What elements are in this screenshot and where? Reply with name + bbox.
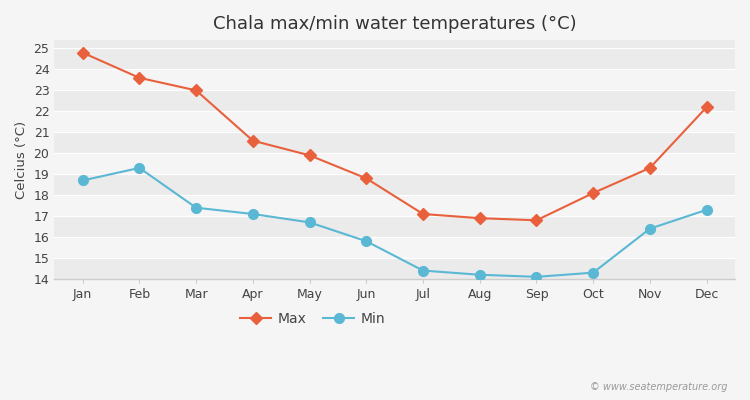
Min <box>248 212 257 216</box>
Min <box>135 166 144 170</box>
Bar <box>54 174 735 195</box>
Max <box>702 105 711 110</box>
Max <box>646 166 655 170</box>
Bar <box>54 195 735 216</box>
Text: © www.seatemperature.org: © www.seatemperature.org <box>590 382 728 392</box>
Legend: Max, Min: Max, Min <box>235 306 391 332</box>
Min <box>532 274 541 279</box>
Bar <box>54 153 735 174</box>
Min <box>419 268 428 273</box>
Line: Max: Max <box>79 48 711 224</box>
Bar <box>54 132 735 153</box>
Max <box>476 216 484 220</box>
Y-axis label: Celcius (°C): Celcius (°C) <box>15 120 28 198</box>
Max <box>532 218 541 223</box>
Max <box>589 191 598 196</box>
Bar <box>54 216 735 237</box>
Max <box>305 153 314 158</box>
Bar <box>54 111 735 132</box>
Bar <box>54 237 735 258</box>
Max <box>248 138 257 143</box>
Bar <box>54 258 735 279</box>
Min <box>191 205 200 210</box>
Min <box>702 208 711 212</box>
Bar <box>54 90 735 111</box>
Bar <box>54 48 735 70</box>
Max <box>191 88 200 93</box>
Min <box>362 239 370 244</box>
Title: Chala max/min water temperatures (°C): Chala max/min water temperatures (°C) <box>213 15 577 33</box>
Line: Min: Min <box>78 163 712 282</box>
Min <box>646 226 655 231</box>
Min <box>305 220 314 225</box>
Max <box>78 50 87 55</box>
Min <box>78 178 87 183</box>
Min <box>589 270 598 275</box>
Max <box>135 76 144 80</box>
Min <box>476 272 484 277</box>
Max <box>362 176 370 181</box>
Max <box>419 212 428 216</box>
Bar <box>54 70 735 90</box>
